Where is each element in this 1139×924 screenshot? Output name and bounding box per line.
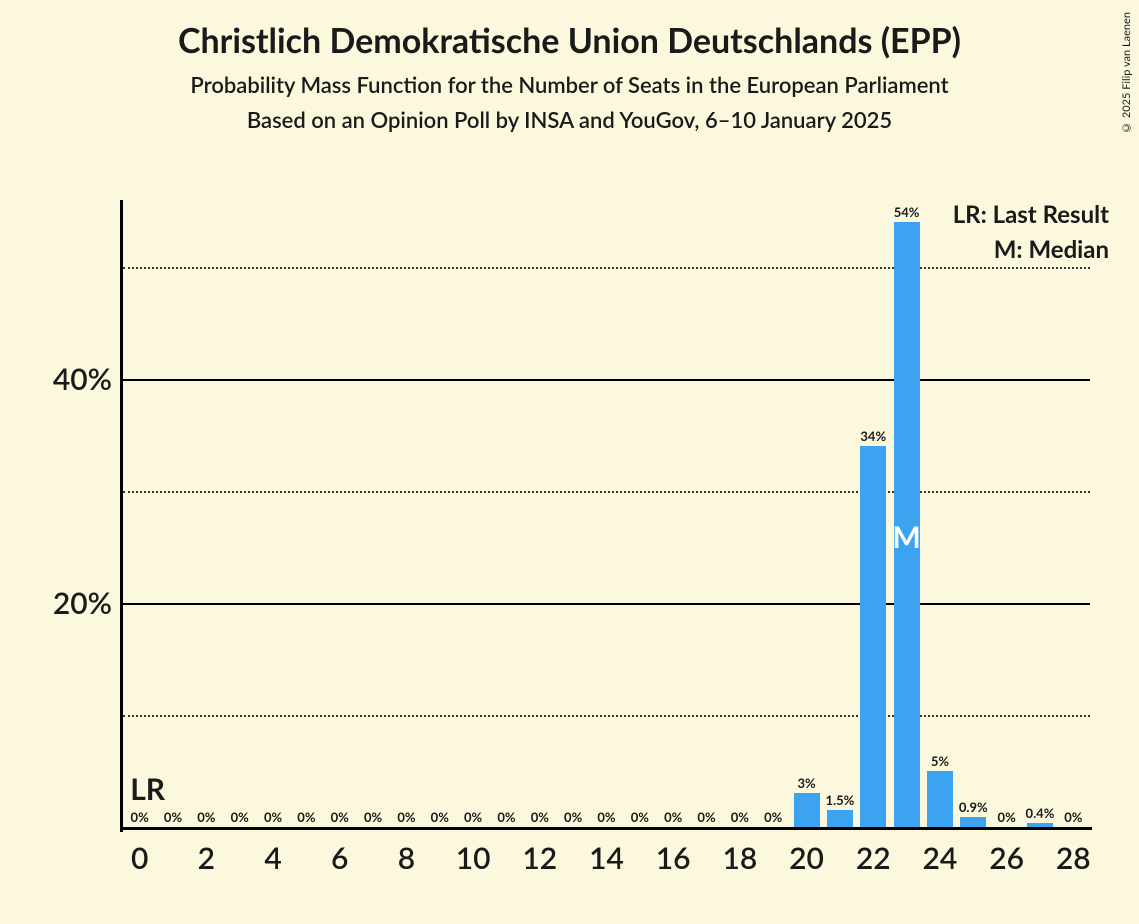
median-marker: M bbox=[892, 519, 920, 555]
bar-value-label: 0% bbox=[231, 809, 249, 827]
bar-value-label: 0% bbox=[364, 809, 382, 827]
bar-value-label: 54% bbox=[894, 204, 920, 222]
bar-value-label: 0% bbox=[531, 809, 549, 827]
bar-value-label: 0% bbox=[664, 809, 682, 827]
x-tick-label: 0 bbox=[131, 840, 148, 876]
x-tick-label: 10 bbox=[456, 840, 491, 876]
bar-value-label: 0% bbox=[631, 809, 649, 827]
bar-value-label: 0% bbox=[597, 809, 615, 827]
bar-value-label: 5% bbox=[931, 753, 949, 771]
bar-value-label: 0.9% bbox=[959, 799, 988, 817]
bar-value-label: 0% bbox=[297, 809, 315, 827]
x-tick-label: 6 bbox=[331, 840, 348, 876]
x-tick-label: 22 bbox=[856, 840, 891, 876]
x-tick-label: 28 bbox=[1056, 840, 1091, 876]
copyright: © 2025 Filip van Laenen bbox=[1120, 12, 1133, 134]
bar-value-label: 34% bbox=[860, 428, 886, 446]
bars-container: 0% LR 0% 0% 0% 0% 0% 0% 0% 0% 0% 0% 0% 0% 0% 0% 0% 0% 0% 0%… bbox=[123, 200, 1090, 827]
y-tick-label: 40% bbox=[53, 361, 112, 397]
bar: 54%M bbox=[894, 222, 920, 827]
bar-value-label: 1.5% bbox=[825, 792, 854, 810]
bar-value-label: 0% bbox=[431, 809, 449, 827]
bar-value-label: 0% bbox=[131, 809, 149, 827]
x-tick-label: 18 bbox=[722, 840, 757, 876]
bar: 0.4% bbox=[1027, 823, 1053, 827]
chart: 20%40% 0%LR0%0%0%0%0%0%0%0%0%0%0%0%0%0%0… bbox=[120, 200, 1090, 830]
x-tick-label: 20 bbox=[789, 840, 824, 876]
bar: 34% bbox=[860, 446, 886, 827]
x-tick-label: 4 bbox=[264, 840, 281, 876]
chart-subtitle-2: Based on an Opinion Poll by INSA and You… bbox=[0, 106, 1139, 133]
bar-value-label: 0% bbox=[464, 809, 482, 827]
bar-value-label: 0% bbox=[397, 809, 415, 827]
bar-value-label: 0% bbox=[164, 809, 182, 827]
bar-value-label: 0% bbox=[731, 809, 749, 827]
bar: 0.9% bbox=[960, 817, 986, 827]
bar-value-label: 0% bbox=[1064, 809, 1082, 827]
bar-value-label: 0.4% bbox=[1026, 805, 1055, 823]
bar-value-label: 0% bbox=[697, 809, 715, 827]
bar-value-label: 0% bbox=[764, 809, 782, 827]
bar-value-label: 0% bbox=[998, 809, 1016, 827]
bar: 1.5% bbox=[827, 810, 853, 827]
bar: 3% bbox=[794, 793, 820, 827]
bar-value-label: 3% bbox=[797, 775, 815, 793]
lr-marker: LR bbox=[130, 771, 165, 807]
x-tick-label: 16 bbox=[656, 840, 691, 876]
chart-subtitle-1: Probability Mass Function for the Number… bbox=[0, 71, 1139, 98]
x-tick-label: 24 bbox=[923, 840, 958, 876]
x-tick-label: 2 bbox=[198, 840, 215, 876]
x-tick-label: 12 bbox=[522, 840, 557, 876]
bar-value-label: 0% bbox=[497, 809, 515, 827]
bar-value-label: 0% bbox=[264, 809, 282, 827]
x-tick-label: 14 bbox=[589, 840, 624, 876]
bar-value-label: 0% bbox=[331, 809, 349, 827]
x-tick-label: 26 bbox=[989, 840, 1024, 876]
bar-value-label: 0% bbox=[564, 809, 582, 827]
bar: 5% bbox=[927, 771, 953, 827]
chart-title: Christlich Demokratische Union Deutschla… bbox=[0, 20, 1139, 61]
x-tick-label: 8 bbox=[398, 840, 415, 876]
y-tick-label: 20% bbox=[53, 585, 112, 621]
x-axis bbox=[120, 827, 1092, 830]
bar-value-label: 0% bbox=[197, 809, 215, 827]
